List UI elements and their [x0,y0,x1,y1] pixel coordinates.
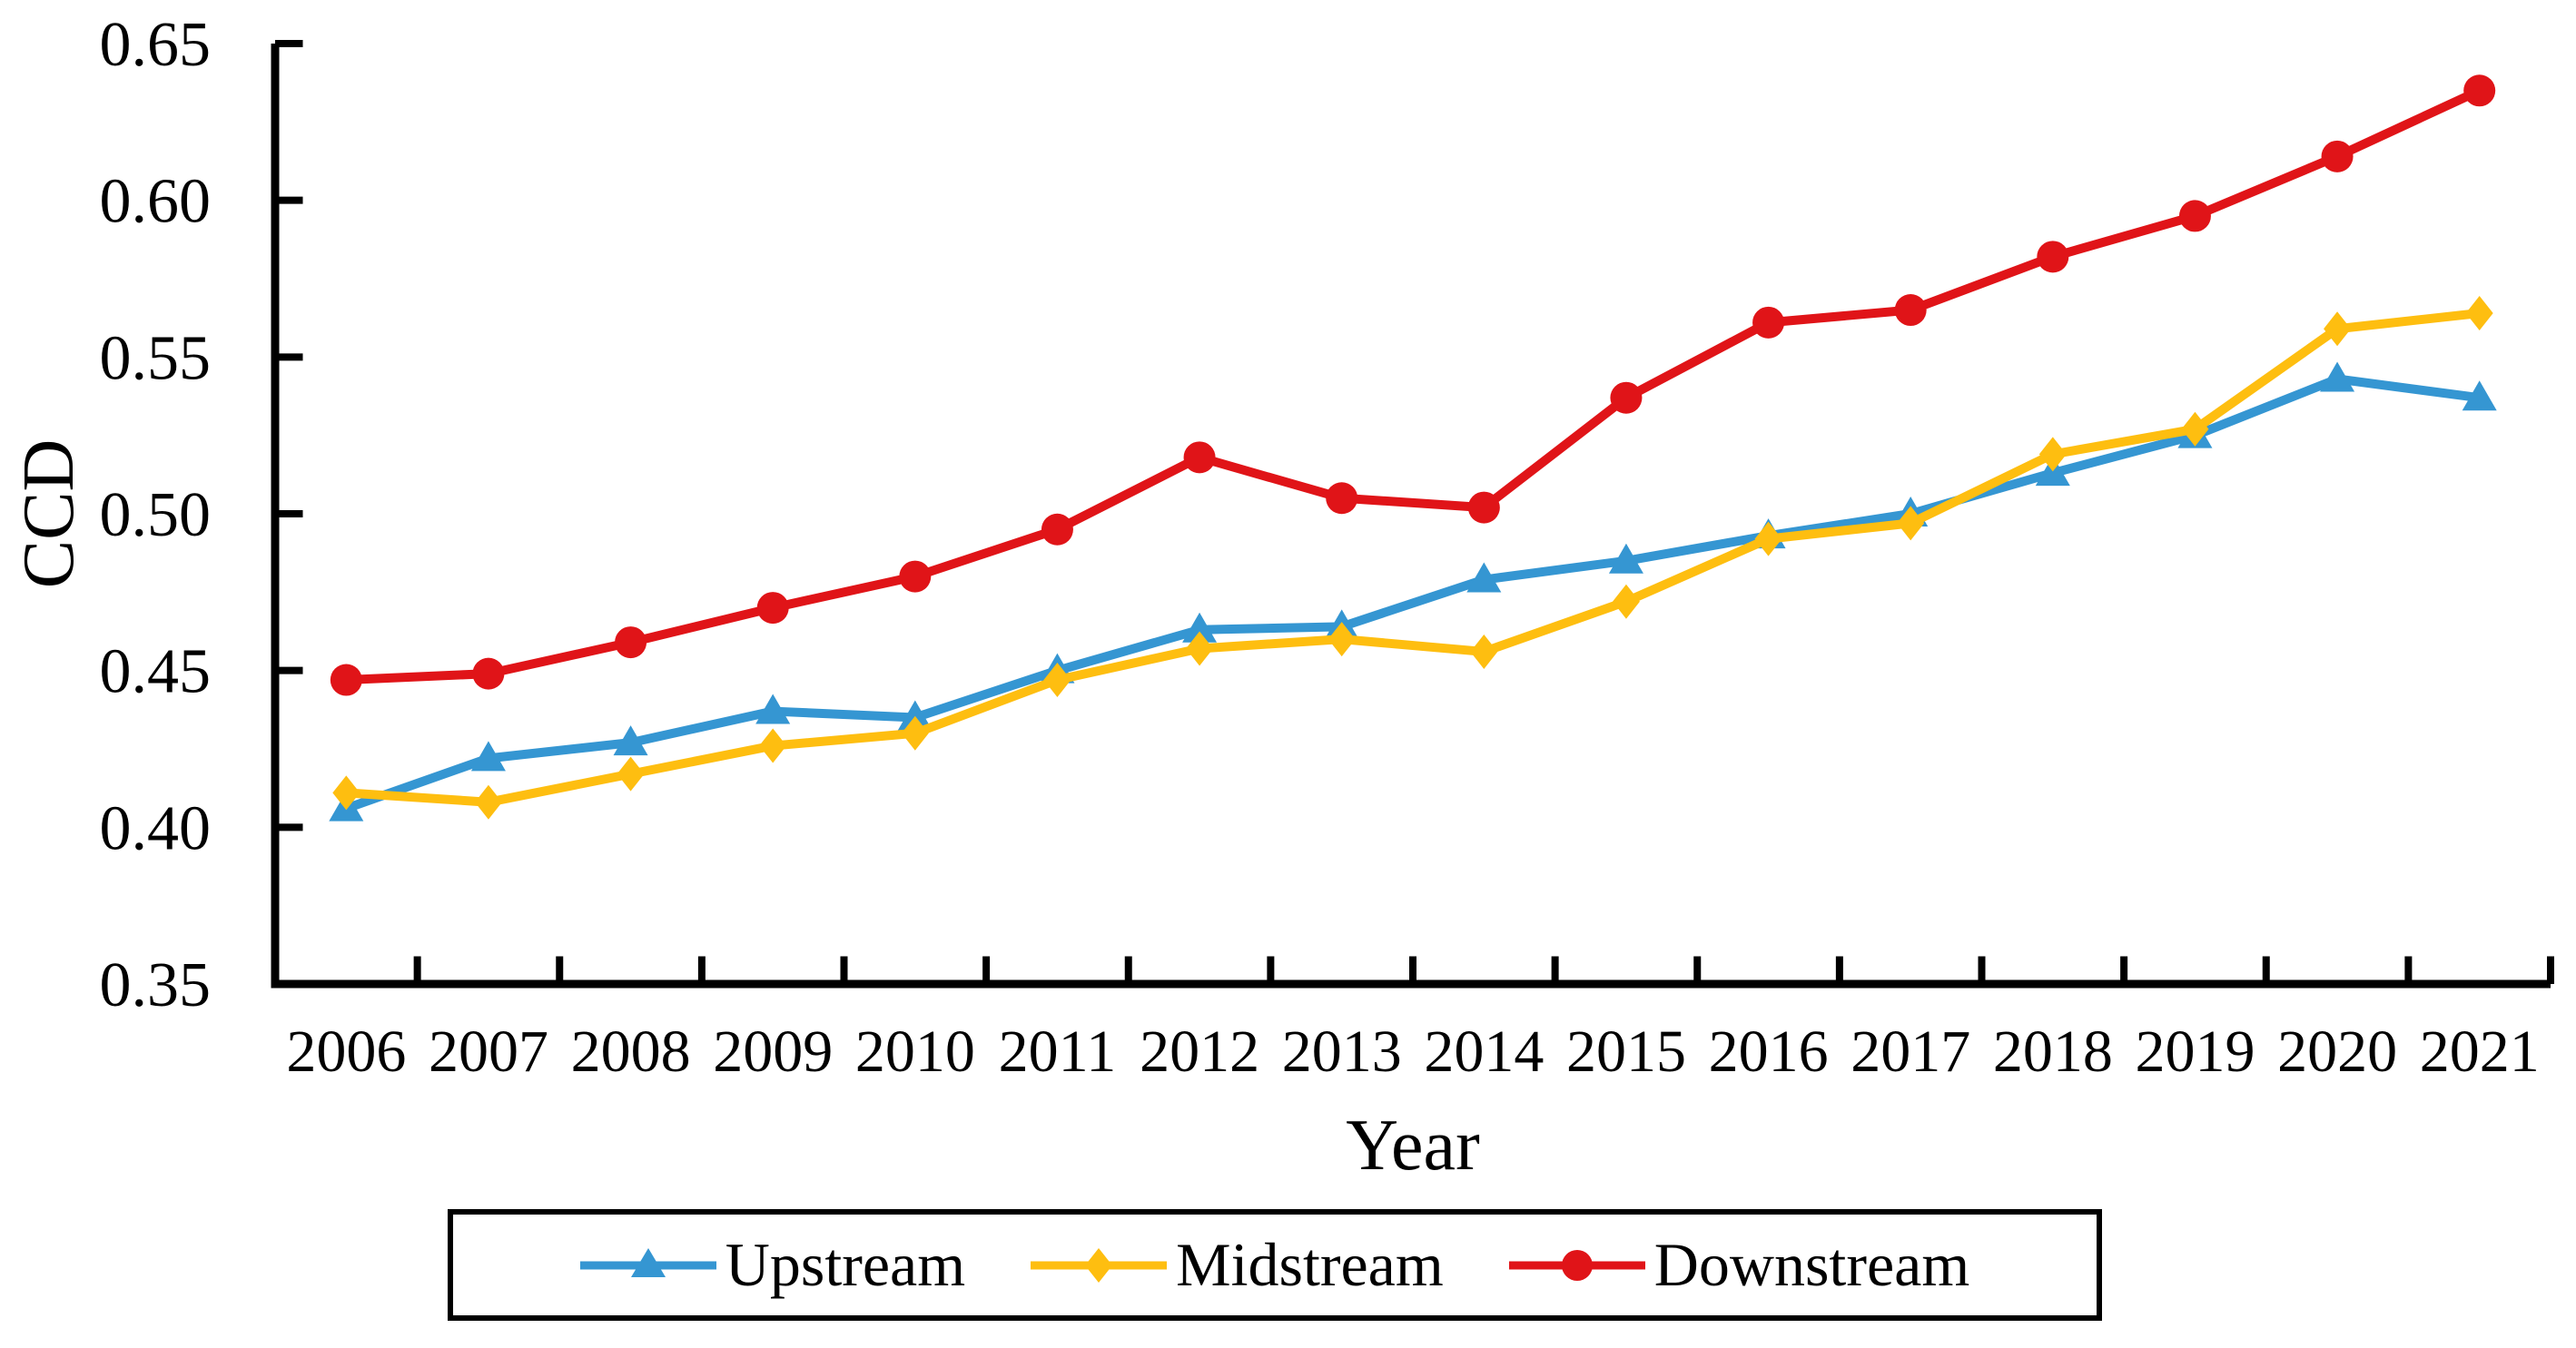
axes: 2006 2007 2008 2009 2010 2011 2012 2013 2014 2015… [100,10,2554,1085]
data-point-marker [1894,294,1927,327]
x-tick-label: 2014 [1424,1018,1544,1085]
x-tick-label: 2007 [429,1018,548,1085]
data-point-marker [1752,306,1785,339]
series-line-downstream [346,86,2482,685]
data-point-marker [1186,631,1214,666]
y-tick-label: 0.50 [100,480,212,550]
plot-area: 2006 2007 2008 2009 2010 2011 2012 2013 2014 2015… [9,10,2554,1186]
data-point-marker [1608,543,1643,574]
legend: Upstream Midstream Downstream [448,1209,2102,1321]
upstream-triangle-icon [630,1247,666,1277]
data-point-marker [1897,506,1925,541]
legend-label-downstream: Downstream [1653,1230,1970,1299]
data-point-marker [759,728,787,763]
y-tick-label: 0.40 [100,793,212,863]
x-tick-label: 2020 [2277,1018,2397,1085]
data-point-marker [1467,491,1500,524]
x-tick-label: 2015 [1566,1018,1686,1085]
data-point-marker [897,700,933,731]
data-point-marker [899,560,932,593]
y-tick-label: 0.45 [100,637,212,707]
downstream-legend-marker [1508,1249,1645,1281]
data-point-marker [472,657,505,690]
data-point-marker [1754,521,1782,556]
midstream-diamond-icon [1085,1247,1113,1283]
data-point-marker [2462,380,2497,411]
series-line-midstream [345,309,2481,807]
data-point-marker [1043,663,1071,698]
x-tick-label: 2011 [999,1018,1117,1085]
x-tick-label: 2016 [1709,1018,1829,1085]
series-line-upstream [344,374,2481,813]
data-point-marker [1327,622,1356,657]
data-point-marker [1183,441,1216,474]
data-point-marker [755,694,791,724]
series-midstream [332,295,2493,820]
data-point-marker [2463,74,2496,107]
y-tick-label: 0.65 [100,10,212,80]
data-point-marker [1041,513,1073,546]
data-point-marker [756,592,789,625]
data-point-marker [2037,241,2069,273]
data-point-marker [613,725,648,756]
x-tick-label: 2006 [286,1018,406,1085]
x-axis-title: Year [1346,1106,1479,1186]
data-point-marker [474,784,502,820]
data-point-marker [1326,482,1358,515]
x-tick-label: 2019 [2135,1018,2255,1085]
data-point-marker [1610,381,1643,414]
data-point-marker [1470,634,1498,669]
x-tick-label: 2009 [713,1018,833,1085]
legend-entry-downstream: Downstream [1508,1229,1970,1301]
data-point-marker [901,715,929,751]
upstream-legend-marker [579,1247,716,1277]
downstream-circle-icon [1561,1249,1593,1281]
data-point-marker [2321,140,2354,172]
y-axis-title: CCD [9,439,89,589]
data-point-marker [617,756,645,792]
data-point-marker [2038,437,2067,472]
data-point-marker [330,664,362,696]
legend-entry-upstream: Upstream [579,1229,966,1301]
legend-label-upstream: Upstream [725,1230,966,1299]
data-point-marker [1182,612,1218,643]
legend-entry-midstream: Midstream [1031,1229,1444,1301]
x-tick-label: 2021 [2420,1018,2540,1085]
x-tick-label: 2010 [855,1018,975,1085]
y-tick-label: 0.55 [100,323,212,393]
data-series [329,74,2497,822]
y-tick-label: 0.60 [100,167,212,237]
data-point-marker [2324,311,2352,347]
data-point-marker [2465,295,2493,330]
data-point-marker [1612,584,1640,619]
x-tick-label: 2018 [1993,1018,2113,1085]
y-tick-label: 0.35 [100,950,212,1020]
data-point-marker [2178,200,2211,232]
data-point-marker [2181,411,2209,447]
x-tick-label: 2008 [571,1018,691,1085]
data-point-marker [1466,562,1502,593]
data-point-marker [2320,361,2355,392]
x-tick-label: 2013 [1282,1018,1402,1085]
series-downstream [330,74,2496,696]
x-tick-label: 2012 [1140,1018,1259,1085]
x-tick-label: 2017 [1851,1018,1970,1085]
data-point-marker [470,741,506,772]
legend-label-midstream: Midstream [1176,1230,1444,1299]
data-point-marker [615,626,647,659]
midstream-legend-marker [1031,1247,1168,1283]
data-point-marker [332,775,360,811]
